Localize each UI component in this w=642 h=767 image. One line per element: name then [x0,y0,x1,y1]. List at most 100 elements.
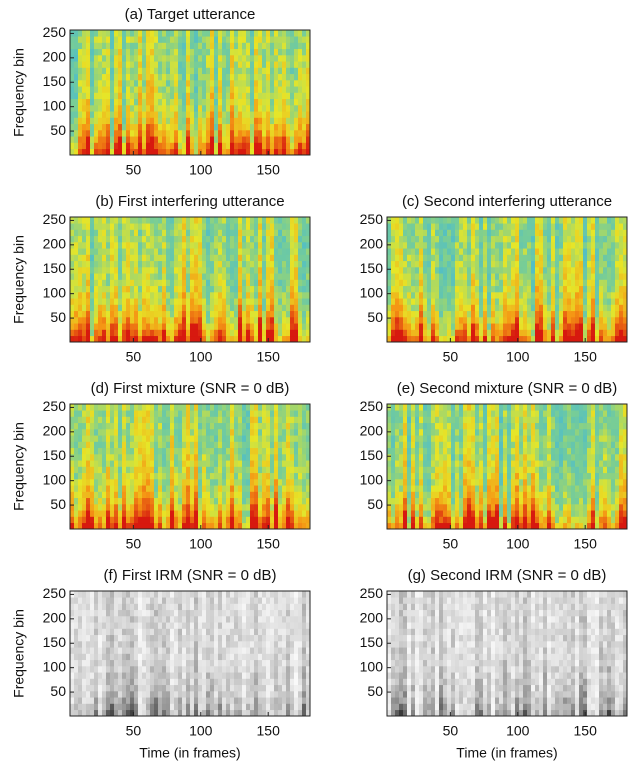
spectrogram-cell [190,267,194,274]
spectrogram-cell [278,130,282,137]
spectrogram-cell [395,429,399,436]
spectrogram-cell [146,317,150,324]
spectrogram-cell [419,261,423,268]
spectrogram-cell [114,267,118,274]
spectrogram-cell [571,305,575,312]
spectrogram-cell [210,267,214,274]
spectrogram-cell [114,323,118,330]
spectrogram-cell [302,261,306,268]
spectrogram-cell [142,280,146,287]
spectrogram-cell [575,261,579,268]
spectrogram-cell [94,460,98,467]
spectrogram-cell [182,317,186,324]
spectrogram-cell [130,43,134,50]
spectrogram-cell [198,80,202,87]
spectrogram-cell [563,261,567,268]
spectrogram-cell [110,280,114,287]
spectrogram-cell [447,255,451,262]
spectrogram-cell [270,485,274,492]
spectrogram-cell [527,267,531,274]
spectrogram-cell [475,261,479,268]
spectrogram-cell [122,124,126,131]
spectrogram-cell [503,255,507,262]
spectrogram-cell [202,435,206,442]
spectrogram-cell [122,223,126,230]
spectrogram-cell [198,492,202,499]
spectrogram-cell [190,248,194,255]
spectrogram-cell [451,336,455,343]
spectrogram-cell [535,323,539,330]
spectrogram-cell [555,305,559,312]
spectrogram-cell [262,143,266,150]
spectrogram-cell [595,248,599,255]
spectrogram-cell [395,305,399,312]
spectrogram-cell [427,242,431,249]
spectrogram-cell [254,230,258,237]
spectrogram-cell [290,236,294,243]
spectrogram-cell [122,429,126,436]
spectrogram-cell [411,248,415,255]
spectrogram-cell [411,273,415,280]
spectrogram-cell [427,267,431,274]
spectrogram-cell [206,86,210,93]
spectrogram-cell [158,130,162,137]
spectrogram-cell [190,311,194,318]
spectrogram-cell [158,74,162,81]
spectrogram-cell [102,280,106,287]
spectrogram-cell [547,223,551,230]
spectrogram-cell [198,105,202,112]
spectrogram-cell [82,429,86,436]
spectrogram-cell [198,410,202,417]
spectrogram-cell [158,80,162,87]
spectrogram-cell [166,467,170,474]
spectrogram-cell [242,479,246,486]
spectrogram-cell [162,61,166,68]
spectrogram-cell [74,105,78,112]
spectrogram-cell [150,248,154,255]
spectrogram-cell [90,417,94,424]
spectrogram-cell [431,242,435,249]
spectrogram-cell [126,149,130,156]
spectrogram-cell [154,236,158,243]
spectrogram-cell [519,323,523,330]
spectrogram-cell [238,460,242,467]
spectrogram-cell [242,99,246,106]
spectrogram-cell [395,523,399,530]
spectrogram-cell [254,298,258,305]
spectrogram-cell [463,255,467,262]
spectrogram-cell [102,323,106,330]
spectrogram-cell [274,336,278,343]
spectrogram-cell [222,423,226,430]
spectrogram-cell [290,230,294,237]
spectrogram-cell [290,404,294,411]
spectrogram-cell [403,417,407,424]
spectrogram-cell [515,280,519,287]
spectrogram-cell [178,143,182,150]
spectrogram-cell [86,473,90,480]
spectrogram-cell [226,330,230,337]
spectrogram-cell [575,223,579,230]
spectrogram-cell [250,118,254,125]
spectrogram-cell [423,242,427,249]
spectrogram-cell [543,267,547,274]
spectrogram-cell [150,448,154,455]
spectrogram-cell [114,423,118,430]
spectrogram-cell [118,479,122,486]
spectrogram-cell [114,55,118,62]
spectrogram-cell [138,36,142,43]
spectrogram-cell [218,43,222,50]
spectrogram-cell [98,30,102,37]
spectrogram-cell [274,473,278,480]
spectrogram-cell [571,330,575,337]
spectrogram-cell [242,330,246,337]
spectrogram-cell [106,86,110,93]
spectrogram-cell [443,273,447,280]
spectrogram-cell [467,298,471,305]
spectrogram-cell [126,143,130,150]
spectrogram-cell [222,410,226,417]
spectrogram-cell [615,317,619,324]
spectrogram-cell [575,230,579,237]
spectrogram-cell [166,124,170,131]
spectrogram-cell [138,429,142,436]
spectrogram-cell [94,336,98,343]
